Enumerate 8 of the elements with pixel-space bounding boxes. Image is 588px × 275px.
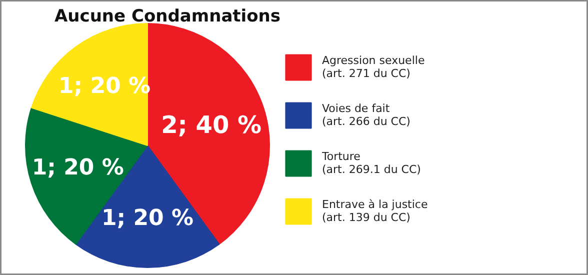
legend-label: Entrave à la justice (art. 139 du CC) [322, 197, 428, 226]
data-label: 1; 20 % [32, 156, 124, 181]
data-label: 1; 20 % [101, 206, 194, 232]
legend-label: Torture (art. 269.1 du CC) [322, 149, 421, 178]
legend-label: Voies de fait (art. 266 du CC) [322, 101, 410, 130]
legend-label: Agression sexuelle (art. 271 du CC) [322, 53, 425, 82]
data-label: 2; 40 % [161, 110, 262, 139]
chart-title: Aucune Condamnations [54, 6, 281, 26]
